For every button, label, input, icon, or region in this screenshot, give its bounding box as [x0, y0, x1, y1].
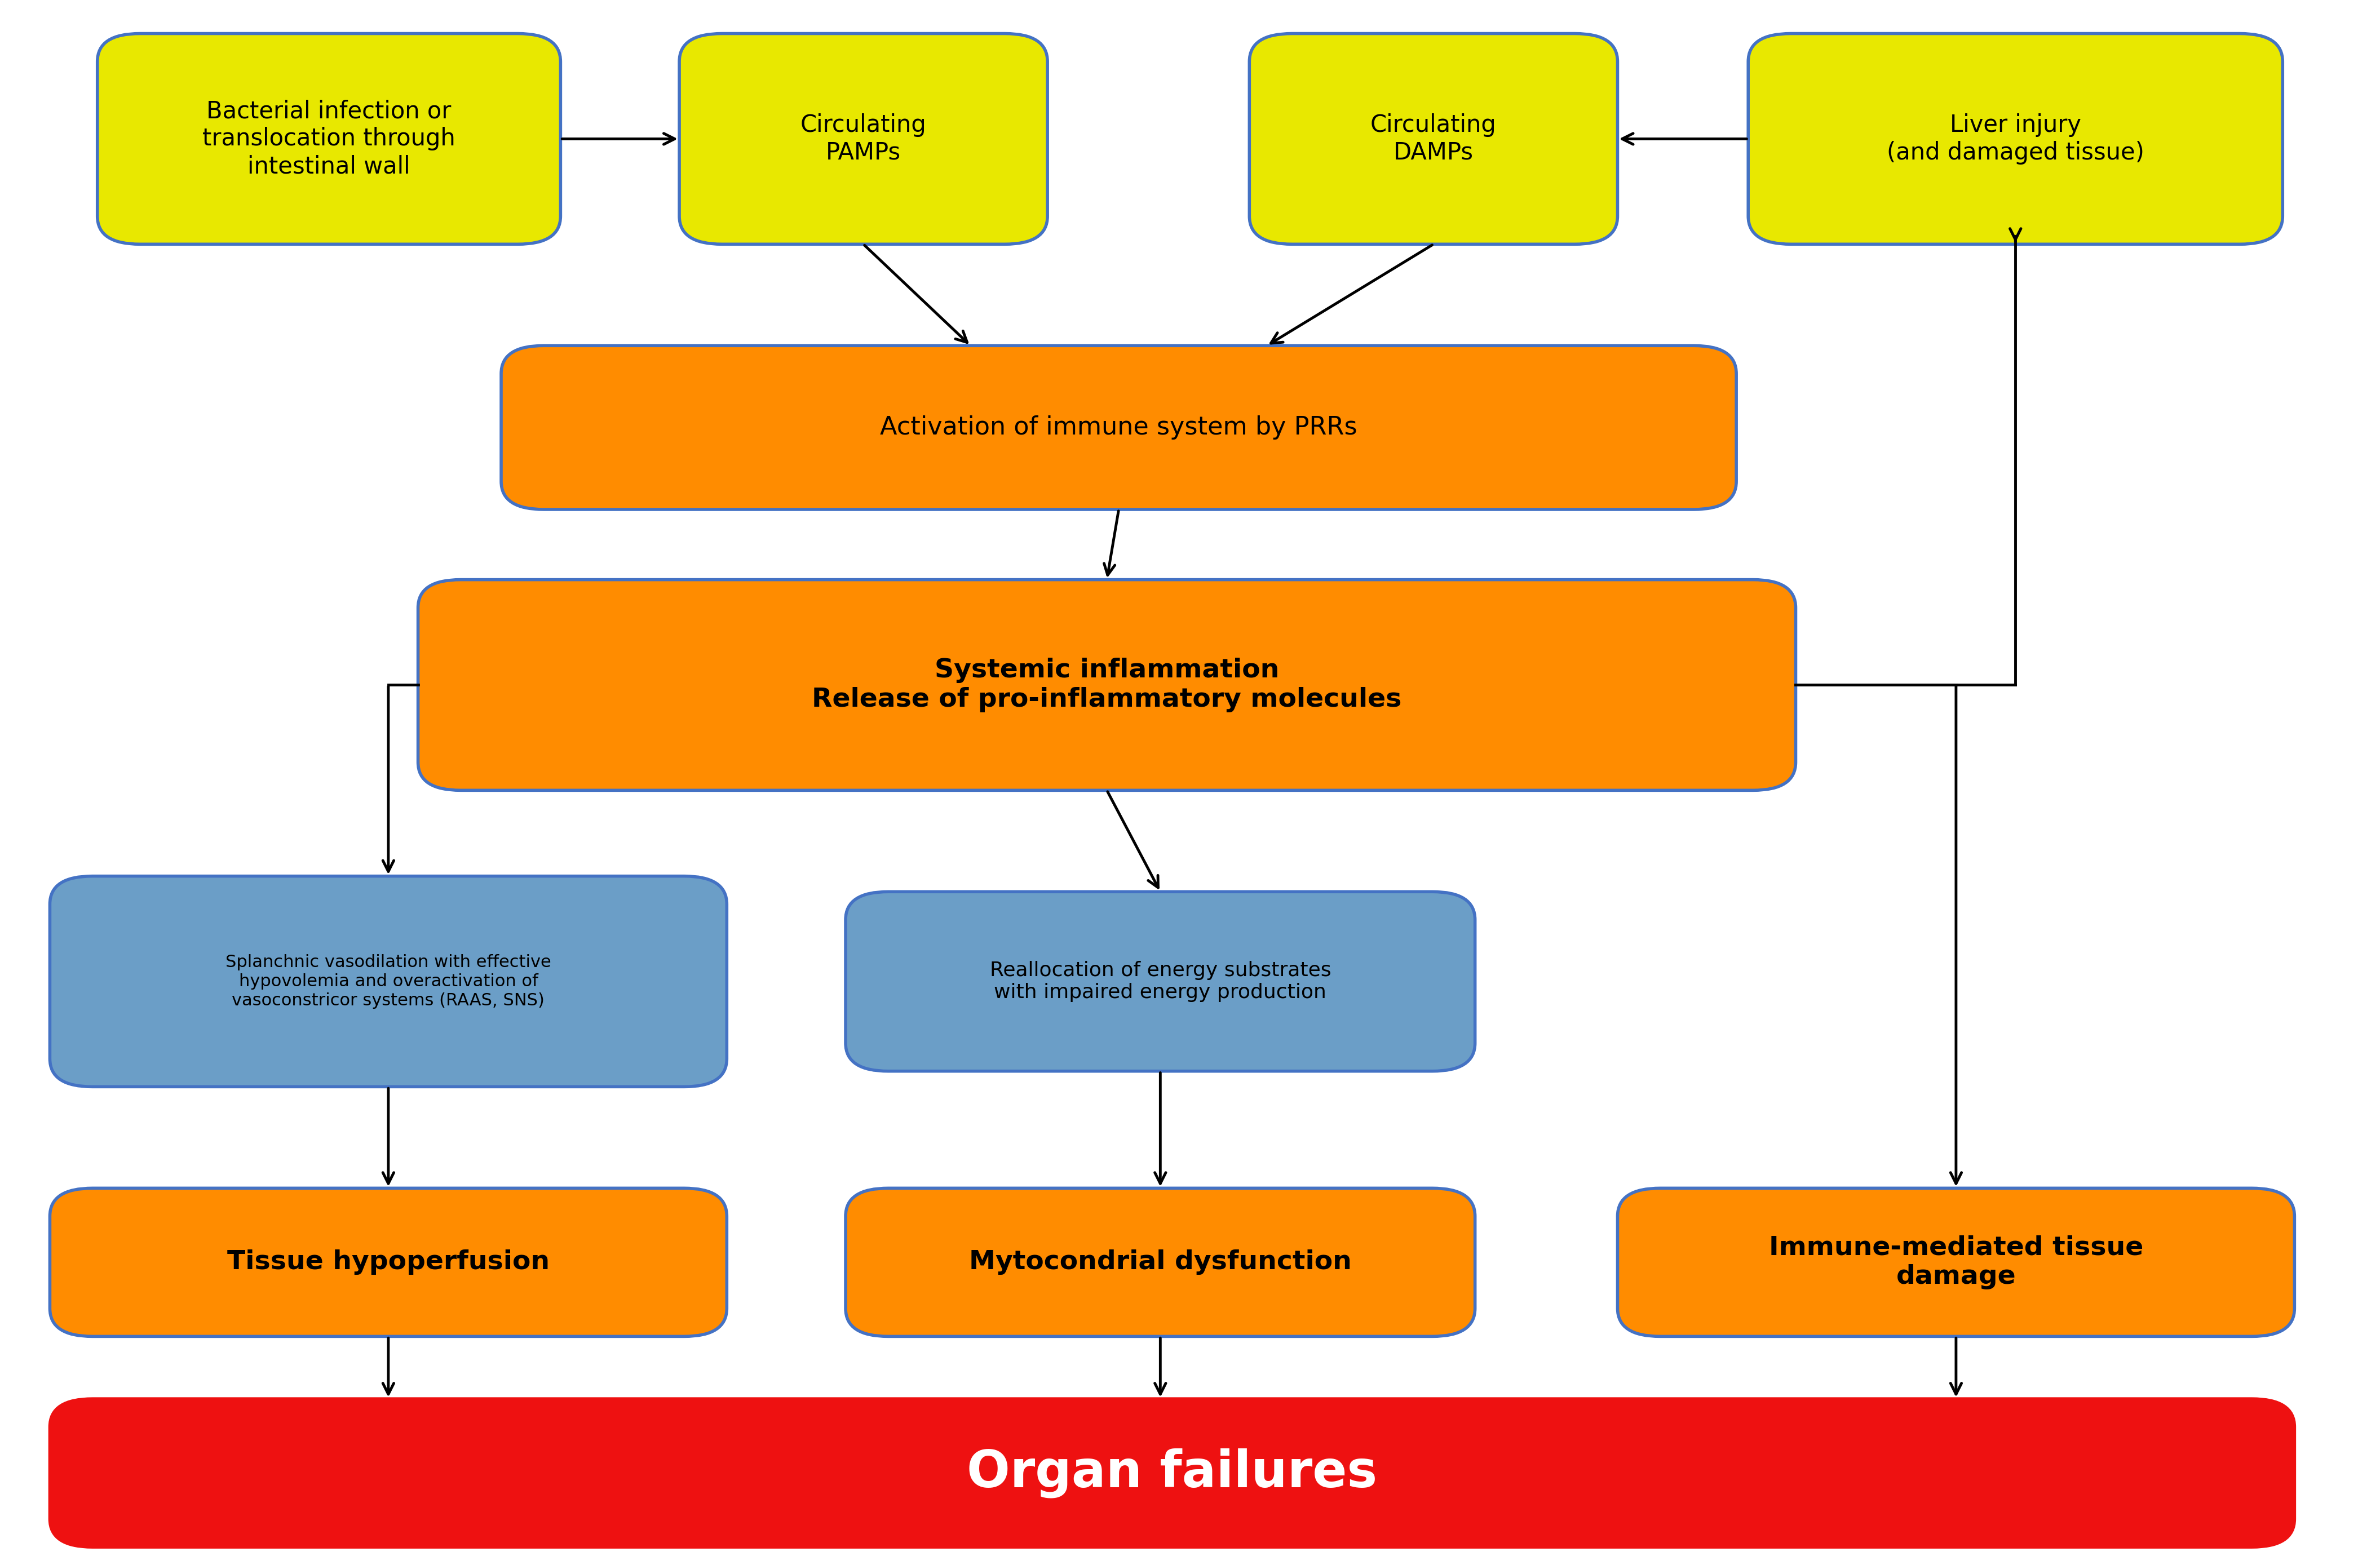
FancyBboxPatch shape [98, 33, 562, 244]
FancyBboxPatch shape [1618, 1188, 2294, 1337]
Text: Bacterial infection or
translocation through
intestinal wall: Bacterial infection or translocation thr… [202, 100, 455, 178]
FancyBboxPatch shape [50, 1188, 726, 1337]
Text: Systemic inflammation
Release of pro-inflammatory molecules: Systemic inflammation Release of pro-inf… [812, 657, 1402, 712]
Text: Activation of immune system by PRRs: Activation of immune system by PRRs [881, 415, 1357, 440]
Text: Mytocondrial dysfunction: Mytocondrial dysfunction [969, 1249, 1352, 1275]
FancyBboxPatch shape [845, 1188, 1476, 1337]
Text: Circulating
DAMPs: Circulating DAMPs [1371, 113, 1497, 164]
FancyBboxPatch shape [1250, 33, 1618, 244]
Text: Liver injury
(and damaged tissue): Liver injury (and damaged tissue) [1887, 113, 2144, 164]
FancyBboxPatch shape [1749, 33, 2282, 244]
Text: Splanchnic vasodilation with effective
hypovolemia and overactivation of
vasocon: Splanchnic vasodilation with effective h… [226, 955, 552, 1008]
FancyBboxPatch shape [502, 346, 1737, 510]
Text: Reallocation of energy substrates
with impaired energy production: Reallocation of energy substrates with i… [990, 961, 1330, 1002]
Text: Immune-mediated tissue
damage: Immune-mediated tissue damage [1768, 1235, 2144, 1290]
FancyBboxPatch shape [50, 1399, 2294, 1548]
FancyBboxPatch shape [419, 579, 1795, 790]
Text: Tissue hypoperfusion: Tissue hypoperfusion [226, 1249, 550, 1275]
FancyBboxPatch shape [845, 892, 1476, 1070]
Text: Circulating
PAMPs: Circulating PAMPs [800, 113, 926, 164]
FancyBboxPatch shape [678, 33, 1047, 244]
FancyBboxPatch shape [50, 876, 726, 1086]
Text: Organ failures: Organ failures [966, 1448, 1378, 1498]
